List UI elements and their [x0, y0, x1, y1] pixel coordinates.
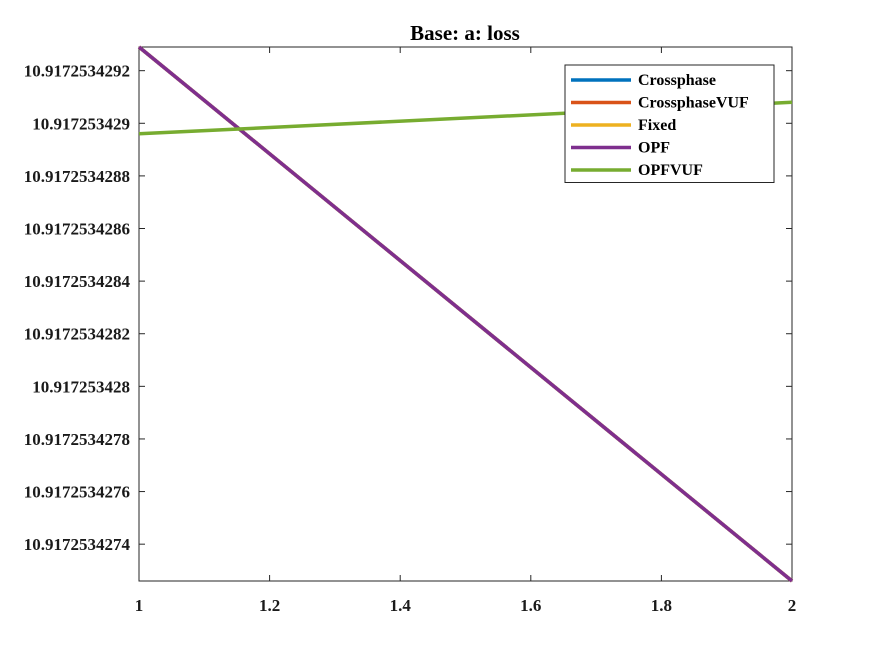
y-tick-label: 10.917253429 — [32, 114, 130, 133]
series-line-opf — [137, 45, 794, 583]
x-axis: 1 1.2 1.4 1.6 1.8 2 — [135, 47, 797, 615]
y-tick-label: 10.9172534292 — [24, 62, 130, 81]
y-tick-label: 10.9172534282 — [24, 325, 130, 344]
y-axis: 10.9172534292 10.917253429 10.9172534288 10… — [24, 62, 792, 554]
series-lines — [137, 45, 794, 583]
x-tick-label: 1.8 — [651, 596, 672, 615]
x-tick-label: 2 — [788, 596, 797, 615]
y-tick-label: 10.9172534286 — [24, 220, 130, 239]
legend-label: Crossphase — [638, 72, 716, 89]
plot-area: 1 1.2 1.4 1.6 1.8 2 10.917253429210.917253429… — [24, 45, 797, 615]
legend-label: CrossphaseVUF — [638, 95, 749, 112]
legend-label: OPF — [638, 140, 670, 157]
chart-title: Base: a: loss — [410, 21, 520, 45]
y-tick-label: 10.9172534274 — [24, 535, 131, 554]
y-tick-label: 10.9172534276 — [24, 483, 130, 502]
legend-label: Fixed — [638, 117, 676, 134]
x-tick-label: 1.4 — [390, 596, 412, 615]
y-tick-label: 10.9172534284 — [24, 272, 131, 291]
y-tick-label: 10.917253428 — [32, 377, 130, 396]
x-tick-label: 1 — [135, 596, 144, 615]
y-tick-label: 10.9172534278 — [24, 430, 130, 449]
legend-label: OPFVUF — [638, 162, 703, 179]
legend: Crossphase CrossphaseVUF Fixed OPF OPFVUF — [564, 64, 775, 183]
y-tick-label: 10.9172534288 — [24, 167, 130, 186]
axes-box — [138, 46, 793, 582]
x-tick-label: 1.6 — [520, 596, 541, 615]
x-tick-label: 1.2 — [259, 596, 280, 615]
